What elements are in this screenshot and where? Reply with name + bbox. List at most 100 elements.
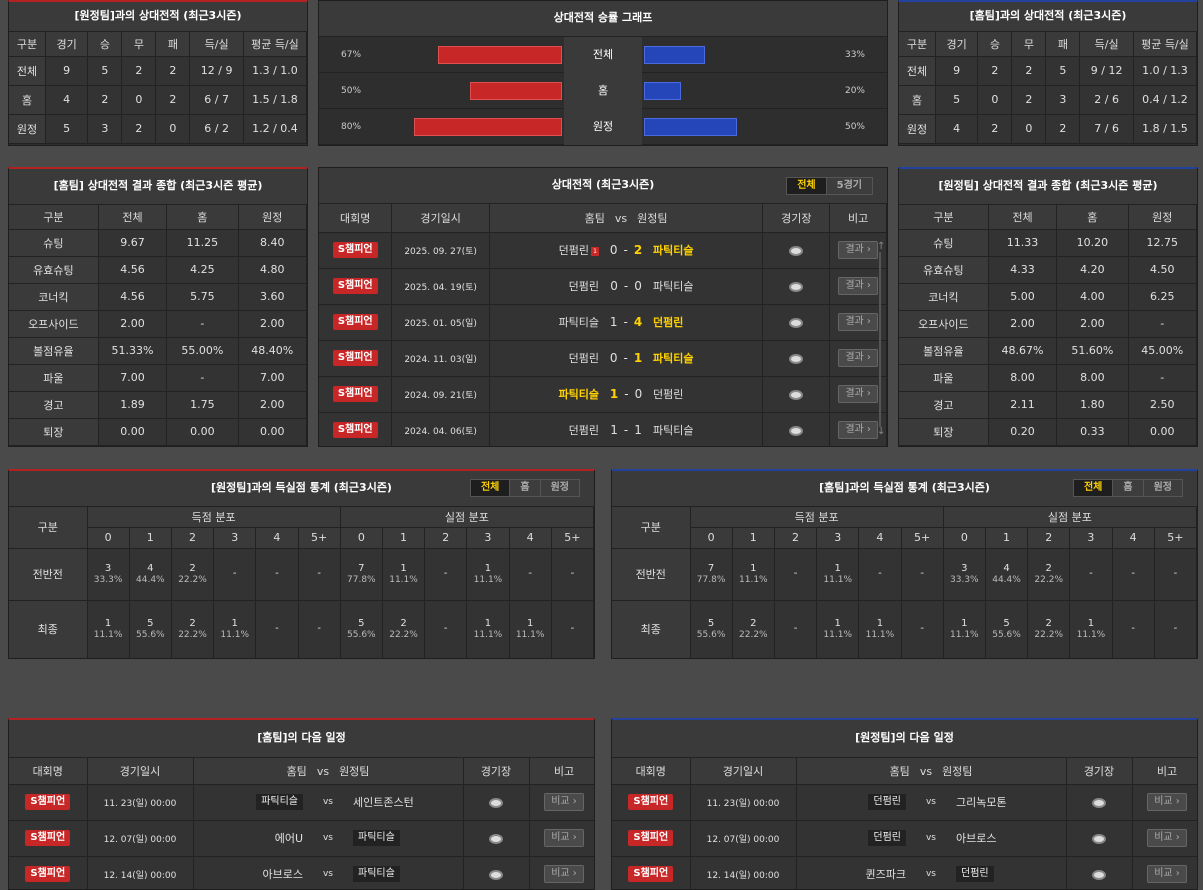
distribution-cell: 1 11.1% (87, 600, 130, 658)
table-row: 오프사이드 2.00-2.00 (9, 310, 307, 338)
match-row[interactable]: S챔피언 2025. 09. 27(토) 던펌린 1 0-2 파틱티슬 결과 › (319, 232, 887, 269)
count-value: 1 (750, 562, 757, 574)
stadium-icon[interactable] (789, 389, 804, 400)
scroll-up-icon[interactable]: ↑ (877, 241, 886, 252)
table-cell: 4.80 (238, 256, 307, 284)
table-cell: 2.00 (98, 310, 168, 338)
result-button[interactable]: 결과 › (838, 385, 878, 403)
right-percent: 20% (844, 85, 865, 96)
schedule-row[interactable]: S챔피언 12. 14(일) 00:00 아브로스 vs 파틱티슬 비교 › (9, 856, 594, 889)
right-bar-area (642, 45, 827, 64)
chevron-right-icon: › (1172, 832, 1180, 843)
compare-button[interactable]: 비교 › (1147, 793, 1187, 811)
stadium-cell (463, 820, 530, 857)
result-button[interactable]: 결과 › (838, 241, 878, 259)
tab-away[interactable]: 원정 (540, 480, 579, 496)
away-team: 파틱티슬 (353, 866, 400, 882)
column-header: 무 (1011, 32, 1047, 57)
stadium-icon[interactable] (489, 869, 503, 880)
tab-away[interactable]: 원정 (1143, 480, 1182, 496)
away-team: 던펌린 (653, 316, 684, 329)
note-cell: 비교 › (529, 784, 594, 821)
scroll-down-icon[interactable]: ↓ (877, 426, 886, 437)
competition-cell: S챔피언 (319, 376, 393, 413)
tab-home[interactable]: 홈 (1113, 480, 1144, 496)
table-row: 코너킥 4.56 5.75 3.60 (9, 283, 307, 311)
schedule-row[interactable]: S챔피언 12. 07(일) 00:00 에어U vs 파틱티슬 비교 › (9, 820, 594, 857)
goal-count-header: 2 (1027, 527, 1071, 549)
schedule-row[interactable]: S챔피언 12. 14(일) 00:00 퀸즈파크 vs 던펌린 비교 › (612, 856, 1197, 889)
stadium-icon[interactable] (789, 425, 804, 436)
chevron-right-icon: › (863, 388, 871, 399)
result-button[interactable]: 결과 › (838, 313, 878, 331)
column-header: 홈팀 vs 원정팀 (796, 758, 1067, 785)
compare-button[interactable]: 비교 › (1147, 829, 1187, 847)
stadium-icon[interactable] (789, 353, 804, 364)
row-label: 전반전 (612, 548, 691, 601)
match-row[interactable]: S챔피언 2024. 09. 21(토) 파틱티슬 1-0 던펌린 결과 › (319, 376, 887, 413)
tab-5games[interactable]: 5경기 (826, 178, 872, 194)
compare-button[interactable]: 비교 › (544, 865, 584, 883)
distribution-cell: 2 22.2% (1027, 548, 1071, 601)
compare-button[interactable]: 비교 › (544, 793, 584, 811)
chevron-right-icon: › (863, 424, 871, 435)
table-cell: 4.56 (98, 283, 168, 311)
compare-button[interactable]: 비교 › (1147, 865, 1187, 883)
match-row[interactable]: S챔피언 2025. 01. 05(일) 파틱티슬 1-4 던펌린 결과 › (319, 304, 887, 341)
result-button[interactable]: 결과 › (838, 277, 878, 295)
stadium-cell (1066, 820, 1133, 857)
stadium-icon[interactable] (789, 281, 804, 292)
tab-all[interactable]: 전체 (470, 480, 511, 496)
chevron-right-icon: › (569, 868, 577, 879)
result-button-label: 결과 (845, 244, 864, 255)
count-value: 1 (104, 617, 112, 629)
date-cell: 12. 14(일) 00:00 (87, 856, 194, 889)
stadium-icon[interactable] (1092, 797, 1106, 808)
table-row: 유효슈팅 4.56 4.25 4.80 (9, 256, 307, 284)
match-row[interactable]: S챔피언 2024. 11. 03(일) 던펌린 0-1 파틱티슬 결과 › (319, 340, 887, 377)
stadium-icon[interactable] (489, 833, 503, 844)
left-bar-area (379, 45, 564, 64)
stadium-icon[interactable] (789, 317, 804, 328)
table-cell: 6 / 7 (189, 85, 244, 115)
result-button[interactable]: 결과 › (838, 421, 878, 439)
stadium-icon[interactable] (489, 797, 503, 808)
tab-all[interactable]: 전체 (1073, 480, 1114, 496)
date-cell: 2024. 04. 06(토) (391, 412, 490, 446)
matches-title-text: 상대전적 (최근3시즌) (551, 178, 655, 191)
distribution-cell: 1 11.1% (858, 600, 902, 658)
table-cell: 2 / 6 (1079, 85, 1134, 115)
header-row: 대회명 경기일시 홈팀 vs 원정팀 경기장 비고 (9, 758, 594, 785)
tab-all[interactable]: 전체 (787, 178, 827, 194)
schedule-row[interactable]: S챔피언 11. 23(일) 00:00 파틱티슬 vs 세인트존스턴 비교 › (9, 784, 594, 821)
note-cell: 결과 › (829, 304, 887, 341)
column-header: 원정 (238, 205, 307, 230)
match-row[interactable]: S챔피언 2024. 04. 06(토) 던펌린 1-1 파틱티슬 결과 › (319, 412, 887, 446)
h2h-home-table: 구분 경기 승 무 패 득/실 평균 득/실 전체 9 2 2 5 9 / 12 1.0 / 1.3 홈 5 0… (899, 32, 1197, 144)
column-header: 경기장 (762, 204, 831, 233)
note-cell: 결과 › (829, 232, 887, 269)
match-row[interactable]: S챔피언 2025. 04. 19(토) 던펌린 0-0 파틱티슬 결과 › (319, 268, 887, 305)
scroll-track[interactable] (879, 252, 881, 427)
table-row: 볼점유율 48.67% 51.60% 45.00% (899, 337, 1197, 365)
compare-button[interactable]: 비교 › (544, 829, 584, 847)
table-row: 파울 7.00-7.00 (9, 364, 307, 392)
note-cell: 결과 › (829, 376, 887, 413)
stadium-icon[interactable] (1092, 869, 1106, 880)
home-team: 파틱티슬 (256, 794, 303, 810)
vs-label: vs (925, 833, 936, 843)
result-button-label: 결과 (845, 352, 864, 363)
teams-cell: 에어U vs 파틱티슬 (193, 820, 464, 857)
schedule-row[interactable]: S챔피언 12. 07(일) 00:00 던펌린 vs 아브로스 비교 › (612, 820, 1197, 857)
table-row: 전체 9 5 2 2 12 / 9 1.3 / 1.0 (9, 56, 307, 86)
table-cell: 0.00 (1128, 418, 1197, 446)
compare-button-label: 비교 (551, 868, 570, 879)
schedule-row[interactable]: S챔피언 11. 23(일) 00:00 던펌린 vs 그리녹모톤 비교 › (612, 784, 1197, 821)
column-header: 비고 (1132, 758, 1197, 785)
tab-home[interactable]: 홈 (510, 480, 541, 496)
stadium-icon[interactable] (789, 245, 804, 256)
result-button[interactable]: 결과 › (838, 349, 878, 367)
stadium-icon[interactable] (1092, 833, 1106, 844)
table-row: 코너킥 5.00 4.00 6.25 (899, 283, 1197, 311)
scrollbar[interactable]: ↑ ↓ (877, 241, 886, 442)
